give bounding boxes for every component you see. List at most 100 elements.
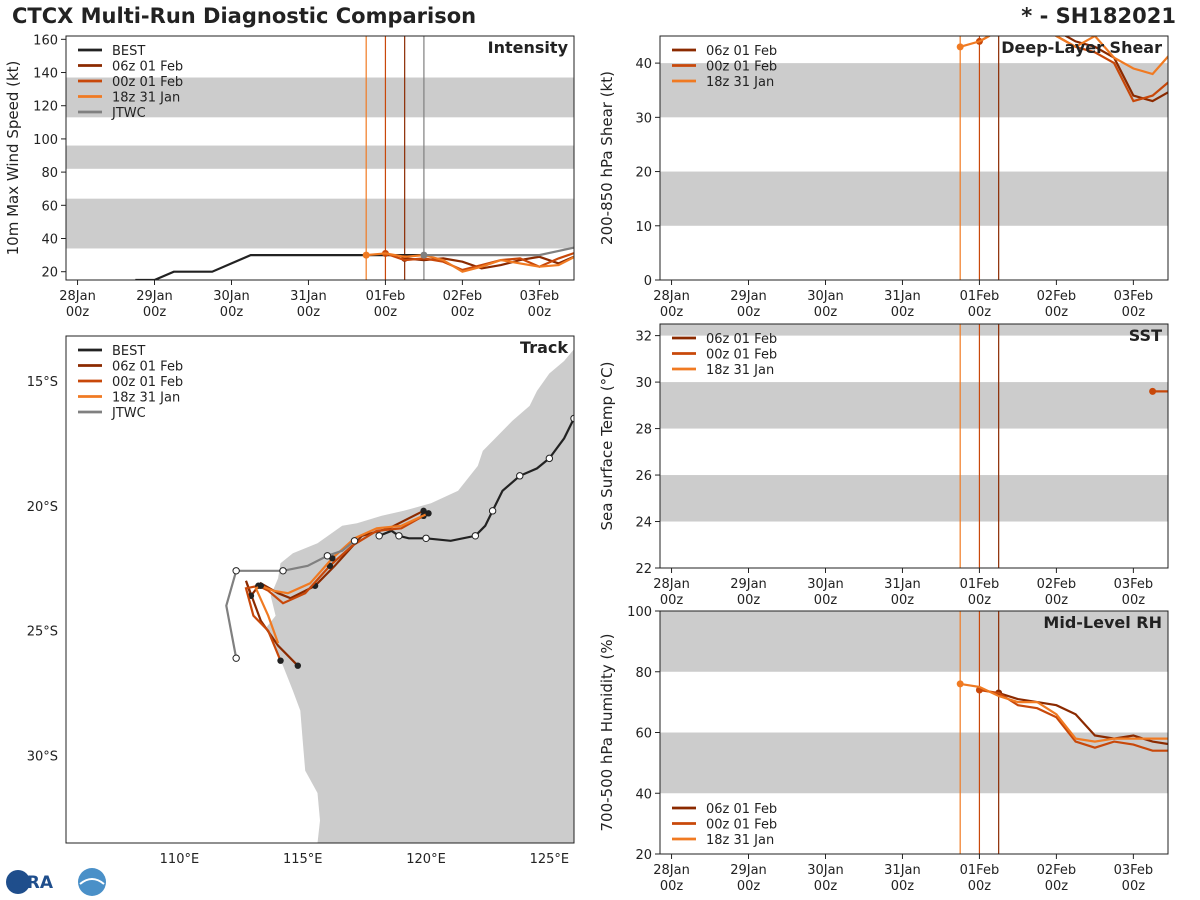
y-tick-label: 80 bbox=[635, 666, 652, 681]
x-tick-hour: 00z bbox=[814, 305, 838, 320]
series-start-marker bbox=[956, 43, 964, 51]
shaded-band bbox=[66, 77, 574, 118]
legend-label: JTWC bbox=[111, 406, 146, 421]
page-title: CTCX Multi-Run Diagnostic Comparison bbox=[12, 4, 477, 28]
legend-label: BEST bbox=[112, 44, 145, 59]
legend-label: 00z 01 Feb bbox=[112, 375, 183, 390]
logo-swoosh-icon bbox=[79, 878, 105, 885]
x-tick-label: 29Jan bbox=[136, 289, 173, 304]
x-tick-label: 110°E bbox=[160, 852, 200, 867]
x-tick-hour: 00z bbox=[297, 305, 321, 320]
track-point bbox=[350, 537, 359, 545]
x-tick-label: 30Jan bbox=[213, 289, 250, 304]
x-tick-label: 02Feb bbox=[1037, 289, 1077, 304]
chart-track: 110°E 115°E 120°E 125°E 15°S 20°S 25°S 30°S Trac… bbox=[27, 335, 575, 867]
legend-label: 06z 01 Feb bbox=[112, 60, 183, 75]
chart-1: 01020304028Jan00z29Jan00z30Jan00z31Jan00… bbox=[598, 35, 1169, 320]
track-point bbox=[257, 582, 265, 589]
series-start-marker bbox=[956, 680, 964, 688]
series-line bbox=[423, 246, 574, 257]
panel-title: Deep-Layer Shear bbox=[1001, 38, 1162, 57]
track-point bbox=[471, 532, 480, 540]
x-tick-label: 28Jan bbox=[653, 289, 690, 304]
track-point bbox=[323, 552, 332, 560]
y-tick-label: 160 bbox=[33, 33, 58, 48]
x-tick-hour: 00z bbox=[1122, 305, 1146, 320]
x-tick-label: 31Jan bbox=[884, 577, 921, 592]
track-point bbox=[420, 507, 427, 515]
shaded-band bbox=[660, 63, 1168, 118]
plot-frame bbox=[659, 35, 1169, 281]
shaded-band bbox=[660, 475, 1168, 522]
shaded-band bbox=[660, 171, 1168, 226]
series-line bbox=[998, 691, 1168, 746]
x-tick-hour: 00z bbox=[737, 879, 761, 894]
y-tick-label: 20 bbox=[41, 266, 58, 281]
land-mass bbox=[265, 349, 574, 843]
x-tick-label: 115°E bbox=[283, 852, 323, 867]
y-tick-label: 80 bbox=[41, 166, 58, 181]
legend-label: 18z 31 Jan bbox=[706, 75, 774, 90]
y-tick-label: 120 bbox=[33, 100, 58, 115]
x-tick-label: 29Jan bbox=[730, 863, 767, 878]
x-tick-label: 28Jan bbox=[59, 289, 96, 304]
x-tick-label: 125°E bbox=[530, 852, 570, 867]
y-tick-label: 140 bbox=[33, 67, 58, 82]
track-point bbox=[294, 662, 302, 669]
y-tick-label: 20°S bbox=[27, 500, 58, 515]
y-tick-label: 30 bbox=[635, 111, 652, 126]
x-tick-hour: 00z bbox=[968, 879, 992, 894]
x-tick-label: 31Jan bbox=[290, 289, 327, 304]
x-tick-label: 03Feb bbox=[1114, 577, 1154, 592]
series-start-marker bbox=[1149, 387, 1157, 395]
x-tick-hour: 00z bbox=[528, 305, 552, 320]
y-tick-label: 60 bbox=[635, 727, 652, 742]
y-tick-label: 100 bbox=[627, 605, 652, 620]
y-tick-label: 28 bbox=[635, 423, 652, 438]
series-line bbox=[385, 251, 574, 272]
y-axis-label: 200-850 hPa Shear (kt) bbox=[598, 71, 616, 245]
y-tick-label: 40 bbox=[635, 57, 652, 72]
y-tick-label: 100 bbox=[33, 133, 58, 148]
x-tick-label: 02Feb bbox=[1037, 863, 1077, 878]
series-line bbox=[960, 682, 1168, 743]
x-tick-label: 01Feb bbox=[960, 863, 1000, 878]
globe-icon bbox=[6, 870, 30, 894]
y-tick-label: 20 bbox=[635, 848, 652, 863]
x-tick-label: 30Jan bbox=[807, 289, 844, 304]
y-tick-label: 22 bbox=[635, 562, 652, 577]
y-tick-label: 0 bbox=[644, 274, 652, 289]
x-tick-hour: 00z bbox=[891, 305, 915, 320]
logo-seal-icon bbox=[78, 868, 106, 896]
y-tick-label: 20 bbox=[635, 166, 652, 181]
shaded-band bbox=[66, 145, 574, 169]
legend-label: BEST bbox=[112, 344, 145, 359]
shaded-band bbox=[66, 198, 574, 249]
x-tick-hour: 00z bbox=[451, 305, 475, 320]
x-tick-label: 29Jan bbox=[730, 577, 767, 592]
legend-label: 00z 01 Feb bbox=[706, 60, 777, 75]
x-tick-hour: 00z bbox=[814, 879, 838, 894]
track-point bbox=[232, 654, 240, 662]
track-point bbox=[232, 567, 240, 575]
x-tick-label: 03Feb bbox=[1114, 289, 1154, 304]
cira-logo: CIRA bbox=[6, 868, 106, 896]
track-point bbox=[488, 507, 497, 515]
track-line bbox=[244, 514, 425, 662]
x-tick-hour: 00z bbox=[660, 879, 684, 894]
y-tick-label: 30 bbox=[635, 376, 652, 391]
legend-label: 18z 31 Jan bbox=[112, 391, 180, 406]
x-tick-hour: 00z bbox=[968, 593, 992, 608]
y-tick-label: 40 bbox=[635, 787, 652, 802]
x-tick-label: 01Feb bbox=[960, 577, 1000, 592]
chart-2: 22242628303228Jan00z29Jan00z30Jan00z31Ja… bbox=[598, 323, 1169, 608]
panel-title: Intensity bbox=[488, 38, 569, 57]
x-tick-label: 02Feb bbox=[443, 289, 483, 304]
x-tick-hour: 00z bbox=[814, 593, 838, 608]
x-tick-label: 30Jan bbox=[807, 577, 844, 592]
legend-label: 06z 01 Feb bbox=[706, 802, 777, 817]
y-tick-label: 32 bbox=[635, 330, 652, 345]
chart-3: 2040608010028Jan00z29Jan00z30Jan00z31Jan… bbox=[598, 605, 1169, 894]
x-tick-hour: 00z bbox=[1045, 593, 1069, 608]
